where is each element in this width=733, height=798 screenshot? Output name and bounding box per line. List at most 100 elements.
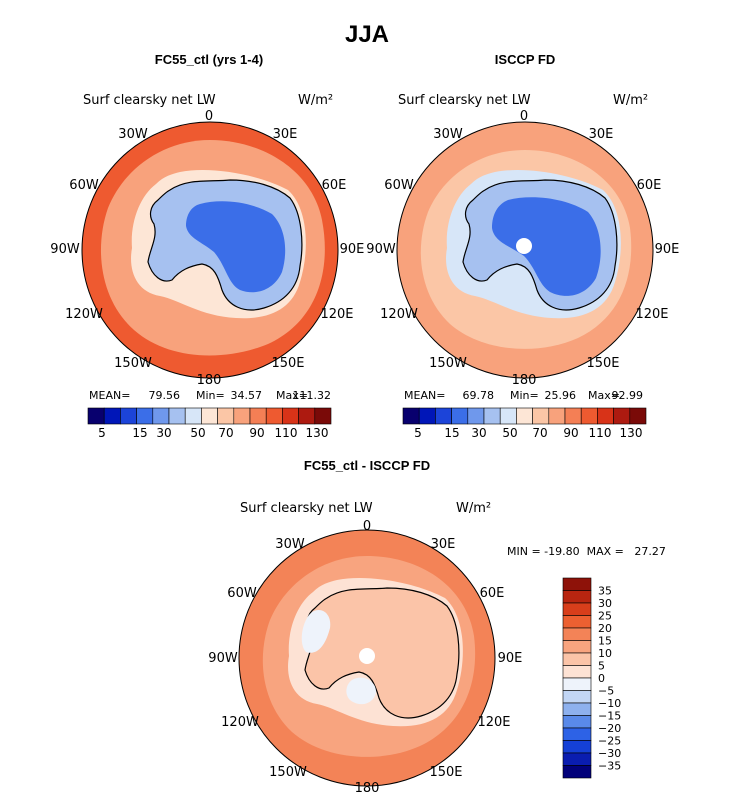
colorbar-box [265,407,283,425]
diff-stats: MIN = -19.80 MAX = 27.27 [507,545,666,558]
colorbar-box [136,407,154,425]
stat-mean-label: MEAN= [404,389,445,402]
stat-min-label: Min= [196,389,225,402]
stat-min-value: 34.57 [231,389,263,402]
lon-label-0: 0 [205,109,213,124]
colorbar-box [613,407,631,425]
lon-label-150w: 150W [269,765,307,780]
lon-label-120e: 120E [477,715,510,730]
cbar-tick: 5 [598,660,605,673]
colorbar-box [562,615,592,629]
lon-label-0: 0 [363,519,371,534]
cbar-tick: 130 [306,426,329,440]
pole-hole [516,238,532,254]
cbar-tick: −25 [598,735,621,748]
lon-label-150w: 150W [429,356,467,371]
lon-label-90e: 90E [655,242,680,257]
lon-label-30e: 30E [273,127,298,142]
polar-map [82,122,338,378]
lon-label-60w: 60W [227,586,257,601]
colorbar-box [562,715,592,729]
cbar-tick: 25 [598,610,612,623]
lon-label-60e: 60E [480,586,505,601]
lon-label-150w: 150W [114,356,152,371]
lon-label-150e: 150E [586,356,619,371]
cbar-tick: 30 [156,426,171,440]
colorbar-box [282,407,299,425]
cbar-tick: 15 [598,635,612,648]
lon-label-30w: 30W [118,127,148,142]
figure-title: JJA [345,21,389,48]
cbar-tick: 30 [598,597,612,610]
cbar-tick: −10 [598,697,621,710]
cbar-tick: −15 [598,710,621,723]
colorbar-box [562,677,592,691]
colorbar-box [120,407,137,425]
panel-difference: FC55_ctl - ISCCP FD Surf clearsky net LW… [208,458,666,796]
stat-min-value: 25.96 [545,389,577,402]
lon-label-120e: 120E [320,307,353,322]
cbar-tick: 50 [190,426,205,440]
stat-max-label: Max= [588,389,620,402]
colorbar-box [562,602,592,616]
panel-subtitle: Surf clearsky net LW [83,93,216,108]
stats-line: MEAN= 79.56 Min= 34.57 Max= 111.32 [89,389,331,402]
colorbar-box [580,407,598,425]
cbar-tick: 130 [620,426,643,440]
lon-label-120e: 120E [635,307,668,322]
lon-label-120w: 120W [65,307,103,322]
panel-units: W/m² [298,93,333,108]
lon-label-180: 180 [355,781,380,796]
lon-label-180: 180 [512,373,537,388]
colorbar-box [562,590,592,604]
colorbar-box [548,407,566,425]
cbar-tick: 10 [598,647,612,660]
cbar-tick: 5 [98,426,106,440]
panel-subtitle: Surf clearsky net LW [398,93,531,108]
stat-mean-value: 69.78 [463,389,495,402]
lon-label-180: 180 [197,373,222,388]
stat-min-label: Min= [510,389,539,402]
cbar-tick: −35 [598,760,621,773]
lon-label-90e: 90E [340,242,365,257]
colorbar-box [418,407,436,425]
lon-label-90w: 90W [366,242,396,257]
lon-label-30w: 30W [275,537,305,552]
lon-label-150e: 150E [271,356,304,371]
colorbar-box [562,627,592,641]
panel-observed: ISCCP FD Surf clearsky net LW W/m² 0 30E… [366,52,679,440]
colorbar-box [467,407,485,425]
colorbar-box [298,407,316,425]
ross-sea-ice [188,274,221,302]
cbar-tick: 50 [502,426,517,440]
cbar-tick: 35 [598,585,612,598]
cbar-tick: 90 [249,426,264,440]
colorbar-box [233,407,251,425]
stat-mean-value: 79.56 [149,389,181,402]
colorbar-box [217,407,235,425]
colorbar-box [629,407,647,425]
panel-title: FC55_ctl (yrs 1-4) [155,52,263,67]
stat-max-value: 111.32 [293,389,332,402]
colorbar-box [562,752,592,766]
lon-label-90w: 90W [50,242,80,257]
cbar-tick: 70 [218,426,233,440]
colorbar-box [152,407,170,425]
map-border [81,121,339,379]
cbar-tick: 110 [275,426,298,440]
stats-line: MEAN= 69.78 Min= 25.96 Max= 92.99 [404,389,643,402]
map-border [396,121,654,379]
colorbar-box [562,652,592,666]
cbar-tick: 15 [132,426,147,440]
cbar-tick: 0 [598,672,605,685]
colorbar-box [249,407,267,425]
cbar-tick: 20 [598,622,612,635]
colorbar [402,407,647,425]
colorbar-box [451,407,469,425]
colorbar-box [435,407,452,425]
colorbar-box [562,727,592,741]
interior-field [492,197,601,296]
panel-title: FC55_ctl - ISCCP FD [304,458,430,473]
interior-field [186,201,286,293]
